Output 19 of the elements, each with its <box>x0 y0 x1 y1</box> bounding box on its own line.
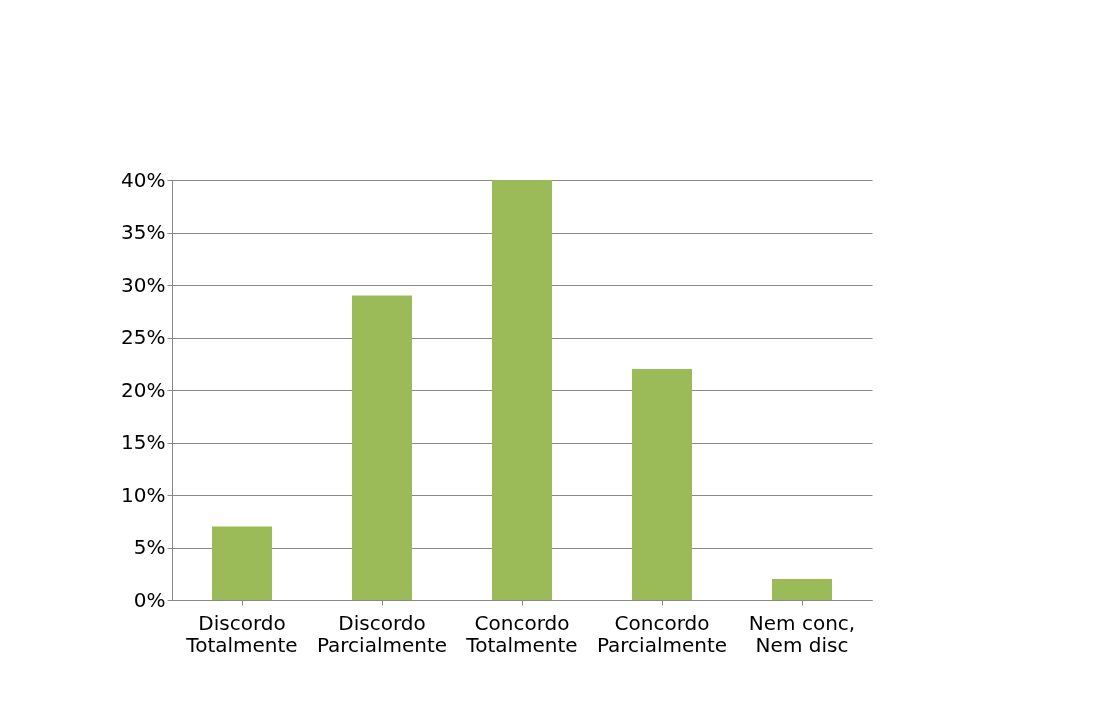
x-tick-label: Discordo Totalmente <box>185 610 298 657</box>
bar <box>772 579 832 600</box>
bar <box>352 295 412 600</box>
y-tick-label: 30% <box>121 272 166 297</box>
x-tick-label: Concordo Parcialmente <box>596 610 728 657</box>
bar <box>212 526 272 600</box>
y-tick-label: 20% <box>121 377 166 402</box>
y-tick-label: 40% <box>121 167 166 192</box>
y-tick-label: 25% <box>121 325 166 349</box>
x-tick-label: Nem conc, Nem disc <box>748 610 856 657</box>
x-tick-label: Discordo Parcialmente <box>316 610 448 657</box>
y-tick-label: 10% <box>121 482 166 507</box>
bar <box>492 180 552 600</box>
y-tick-label: 5% <box>133 535 166 559</box>
x-tick-label: Concordo Totalmente <box>465 610 578 657</box>
y-tick-label: 35% <box>121 220 166 244</box>
bar <box>632 369 692 600</box>
y-tick-label: 0% <box>133 587 166 612</box>
y-tick-label: 15% <box>121 430 166 454</box>
